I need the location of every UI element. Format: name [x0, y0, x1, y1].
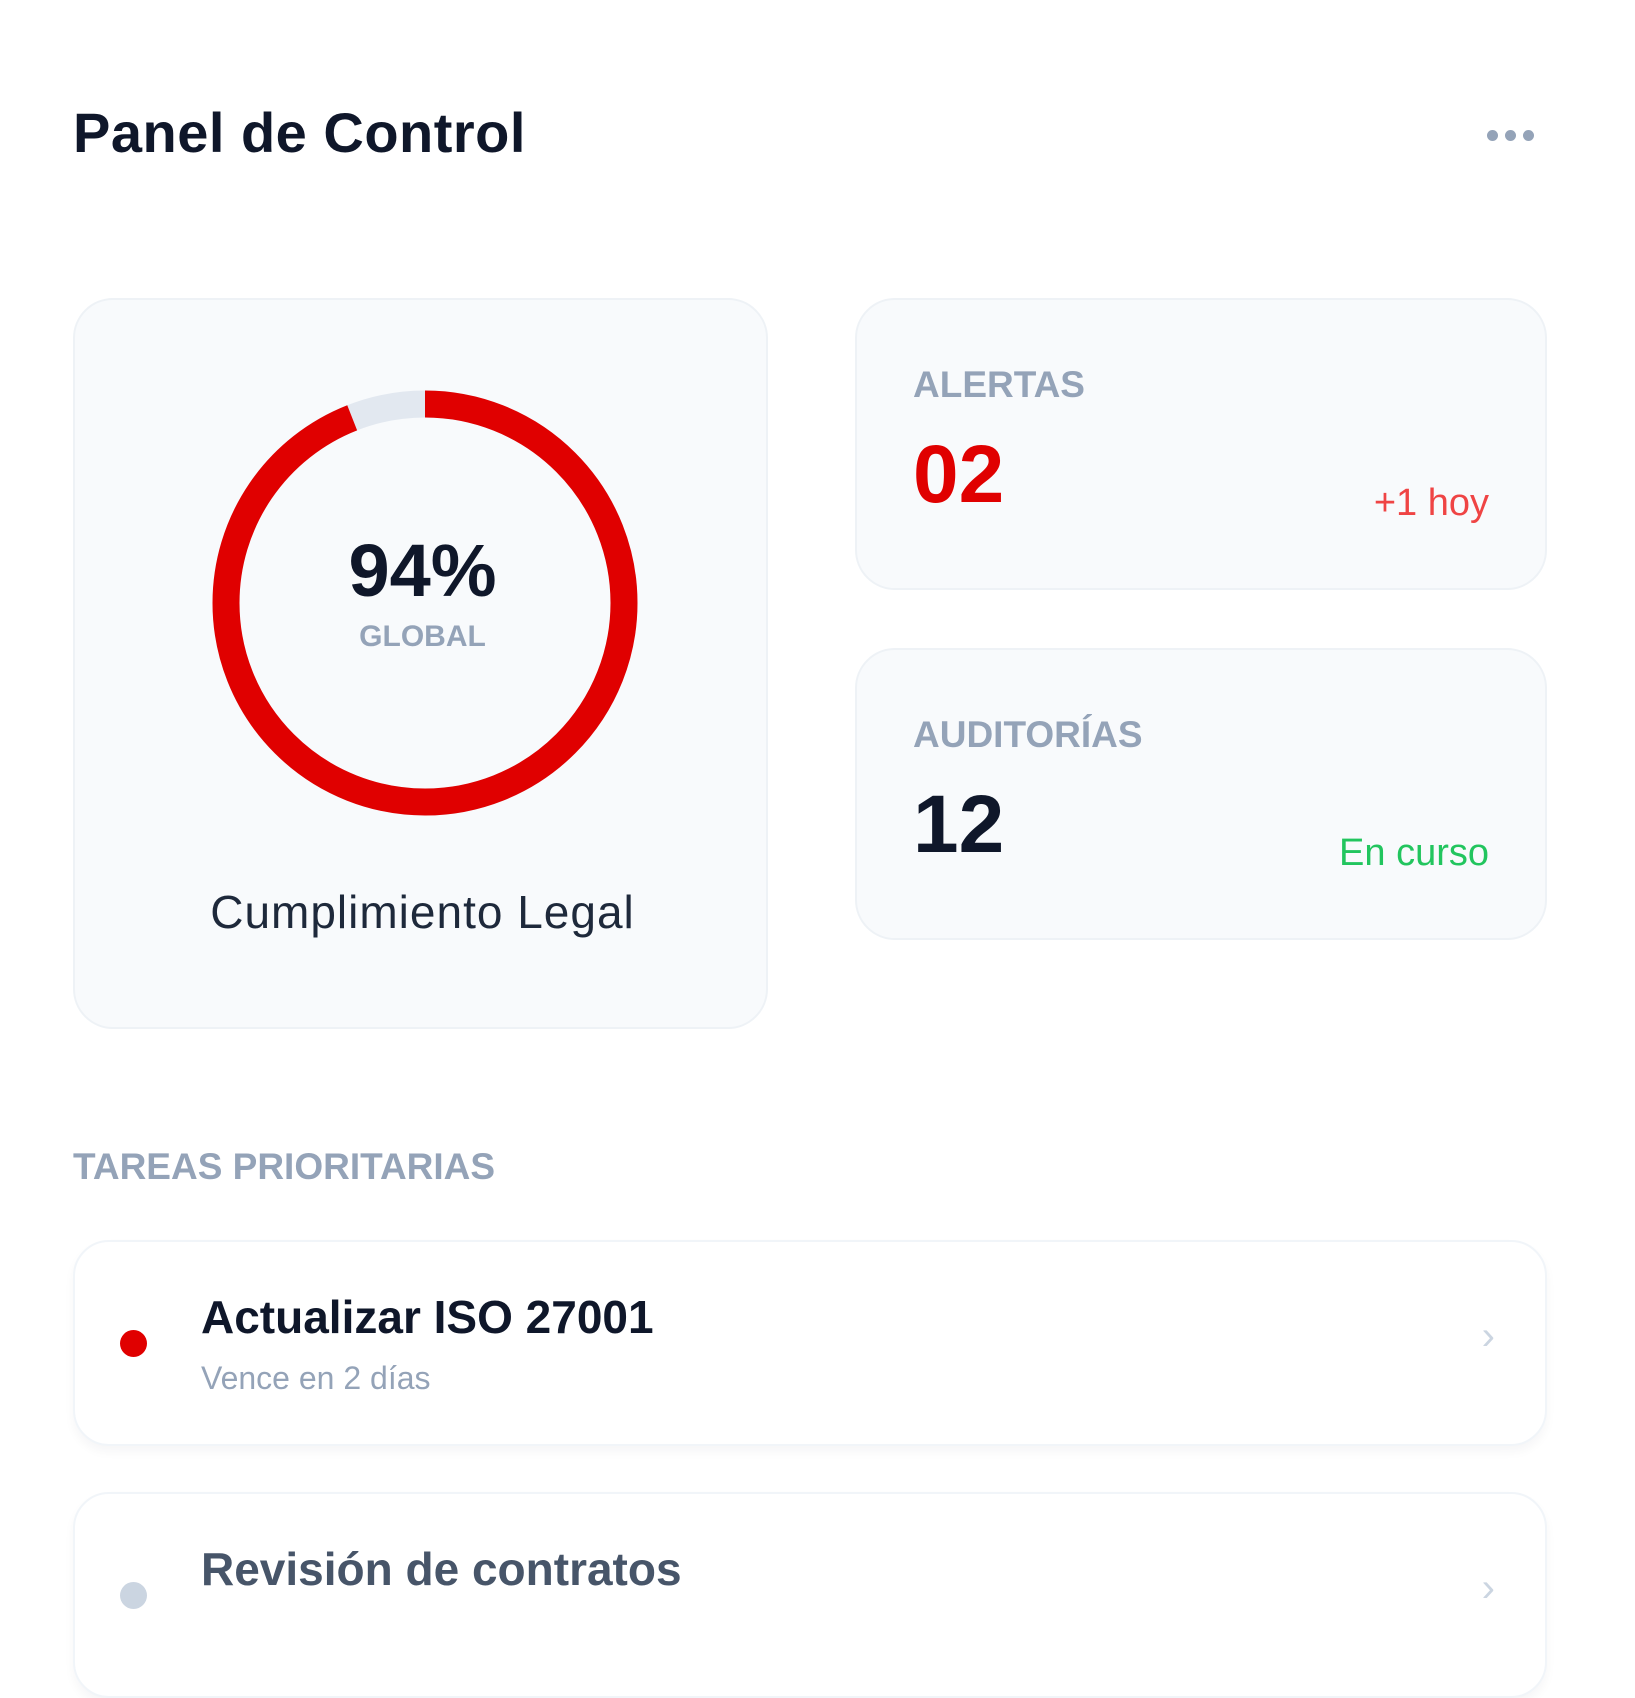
- task-subtitle: Vence en 2 días: [201, 1360, 431, 1396]
- section-title: TAREAS PRIORITARIAS: [73, 1146, 496, 1187]
- audits-label: AUDITORÍAS: [913, 714, 1143, 755]
- dot: [1504, 129, 1516, 141]
- ring-fill: [212, 390, 638, 816]
- task-item[interactable]: Revisión de contratos ›: [73, 1492, 1547, 1698]
- task-title: Actualizar ISO 27001: [201, 1291, 654, 1343]
- alerts-value: 02: [913, 429, 1005, 520]
- audits-card[interactable]: AUDITORÍAS 12 En curso: [855, 648, 1547, 940]
- priority-dot-icon: [120, 1330, 147, 1357]
- alerts-note: +1 hoy: [1373, 482, 1489, 524]
- page-title: Panel de Control: [73, 101, 526, 164]
- compliance-percent: 94%: [348, 529, 497, 612]
- task-title: Revisión de contratos: [201, 1543, 682, 1595]
- audits-note: En curso: [1339, 832, 1489, 874]
- chevron-right-icon: ›: [1481, 1566, 1495, 1610]
- compliance-card: 94% GLOBAL Cumplimiento Legal: [73, 298, 768, 1029]
- compliance-sublabel: GLOBAL: [359, 620, 486, 653]
- compliance-title: Cumplimiento Legal: [210, 886, 635, 938]
- compliance-ring: [212, 390, 638, 816]
- alerts-card[interactable]: ALERTAS 02 +1 hoy: [855, 298, 1547, 590]
- more-horizontal-icon: [1486, 129, 1498, 141]
- alerts-label: ALERTAS: [913, 364, 1085, 405]
- dot: [1522, 129, 1534, 141]
- chevron-right-icon: ›: [1481, 1314, 1495, 1358]
- audits-value: 12: [913, 779, 1005, 870]
- task-item[interactable]: Actualizar ISO 27001 Vence en 2 días ›: [73, 1240, 1547, 1446]
- more-options-button[interactable]: [1478, 120, 1542, 150]
